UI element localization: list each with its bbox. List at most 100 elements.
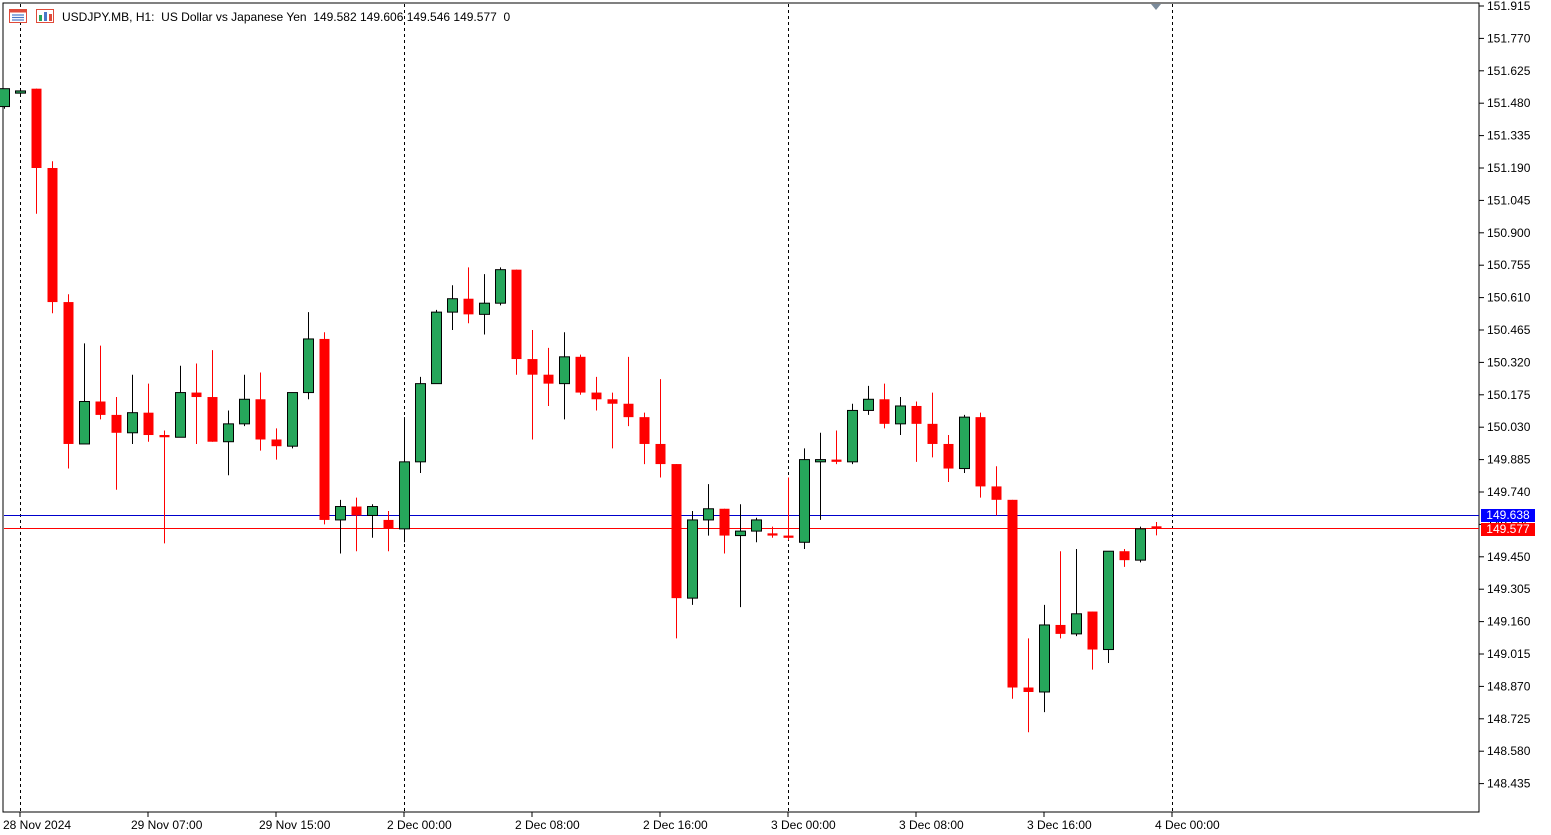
bull-candle	[735, 530, 746, 537]
time-tick-label: 28 Nov 2024	[3, 818, 71, 832]
price-tick-label: 149.450	[1487, 550, 1531, 564]
price-tick-label: 149.305	[1487, 582, 1531, 596]
bear-candle	[351, 506, 362, 516]
bull-candle	[863, 398, 874, 411]
shift-marker-icon[interactable]	[1151, 4, 1161, 10]
bear-candle	[255, 399, 266, 440]
price-tick-label: 149.740	[1487, 485, 1531, 499]
bull-candle	[399, 461, 410, 530]
bull-candle	[1135, 528, 1146, 561]
bull-candle	[239, 398, 250, 425]
time-tick-label: 3 Dec 16:00	[1027, 818, 1092, 832]
bull-candle	[479, 302, 490, 315]
price-axis[interactable]: 151.915 151.770 151.625 151.480 151.335 151.1…	[1479, 0, 1531, 791]
symbol-label: USDJPY.MB	[62, 10, 130, 24]
price-tick-label: 151.190	[1487, 161, 1531, 175]
price-tick-label: 150.030	[1487, 420, 1531, 434]
time-tick-label: 29 Nov 07:00	[131, 818, 203, 832]
bear-candle	[943, 443, 954, 469]
bear-candle	[543, 374, 554, 384]
price-tick-label: 151.625	[1487, 64, 1531, 78]
bull-candle	[847, 409, 858, 463]
time-tick-label: 3 Dec 08:00	[899, 818, 964, 832]
bear-candle	[463, 298, 474, 315]
bull-candle	[1039, 624, 1050, 693]
bear-candle	[607, 399, 618, 404]
price-tick-label: 151.770	[1487, 31, 1531, 45]
bear-candle	[975, 417, 986, 487]
time-tick-label: 2 Dec 00:00	[387, 818, 452, 832]
bull-candle	[687, 519, 698, 599]
bull-candle	[15, 90, 26, 94]
bull-candle	[303, 338, 314, 394]
price-tick-label: 150.320	[1487, 355, 1531, 369]
bear-candle	[207, 397, 218, 442]
ask-price-tag: 149.638	[1481, 508, 1535, 522]
bear-candle	[1055, 624, 1066, 634]
price-tick-label: 148.870	[1487, 679, 1531, 693]
timeframe-label: H1:	[135, 10, 155, 24]
bear-candle	[1007, 499, 1018, 688]
bear-candle	[591, 392, 602, 400]
price-tick-label: 149.885	[1487, 453, 1531, 467]
bull-candle	[415, 383, 426, 463]
price-tick-label: 151.915	[1487, 0, 1531, 13]
price-tick-label: 150.610	[1487, 291, 1531, 305]
ohlc-values: 149.582 149.606 149.546 149.577 0	[313, 10, 511, 24]
bear-candle	[31, 88, 42, 168]
chart-area[interactable]	[2, 2, 1480, 813]
price-tick-label: 150.175	[1487, 388, 1531, 402]
price-tick-label: 151.045	[1487, 193, 1531, 207]
price-tick-label: 149.015	[1487, 647, 1531, 661]
bull-candle	[1071, 613, 1082, 635]
market-watch-icon[interactable]	[36, 9, 54, 23]
bid-price-tag: 149.577	[1481, 522, 1535, 536]
time-tick-label: 4 Dec 00:00	[1155, 818, 1220, 832]
price-tick-label: 148.435	[1487, 777, 1531, 791]
time-tick-label: 2 Dec 08:00	[515, 818, 580, 832]
price-tick-label: 150.755	[1487, 258, 1531, 272]
bull-candle	[447, 298, 458, 313]
bear-candle	[63, 302, 74, 444]
bear-candle	[511, 269, 522, 360]
bear-candle	[879, 399, 890, 424]
bear-candle	[991, 486, 1002, 500]
bear-candle	[191, 392, 202, 398]
bull-candle	[287, 392, 298, 447]
bear-candle	[95, 401, 106, 415]
bear-candle	[927, 423, 938, 444]
bull-candle	[703, 508, 714, 521]
bear-candle	[623, 403, 634, 418]
price-tick-label: 150.900	[1487, 226, 1531, 240]
bear-candle	[911, 405, 922, 424]
bear-candle	[143, 412, 154, 436]
bull-candle	[815, 459, 826, 463]
price-tick-label: 151.335	[1487, 129, 1531, 143]
bear-candle	[159, 435, 170, 438]
bear-candle	[767, 533, 778, 536]
bear-candle	[527, 359, 538, 375]
time-axis[interactable]: 28 Nov 2024 29 Nov 07:00 29 Nov 15:00 2 Dec…	[3, 812, 1220, 832]
price-tick-label: 149.160	[1487, 615, 1531, 629]
chart-header: USDJPY.MB, H1: US Dollar vs Japanese Yen…	[62, 10, 511, 24]
bear-candle	[319, 338, 330, 520]
bear-candle	[655, 443, 666, 465]
bear-candle	[271, 439, 282, 447]
bull-candle	[431, 311, 442, 385]
bear-candle	[47, 168, 58, 303]
bull-candle	[1103, 550, 1114, 651]
candles	[0, 88, 1162, 733]
bear-candle	[1119, 551, 1130, 561]
price-tick-label: 148.580	[1487, 744, 1531, 758]
bull-candle	[0, 88, 10, 108]
bear-candle	[1087, 611, 1098, 650]
bear-candle	[671, 464, 682, 599]
bear-candle	[1023, 687, 1034, 692]
price-tick-label: 150.465	[1487, 323, 1531, 337]
bear-candle	[111, 414, 122, 433]
price-tick-label: 151.480	[1487, 96, 1531, 110]
bear-candle	[639, 417, 650, 444]
price-tick-label: 148.725	[1487, 712, 1531, 726]
chart-properties-icon[interactable]	[9, 9, 27, 23]
